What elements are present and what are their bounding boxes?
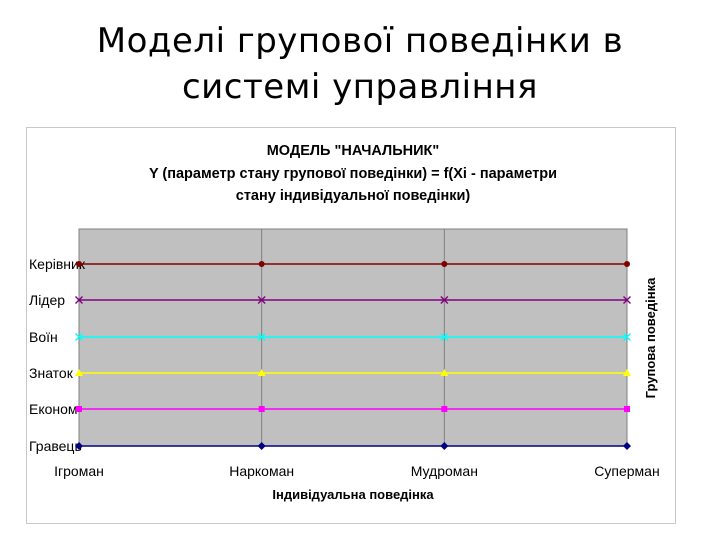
data-point (623, 442, 631, 450)
data-point (258, 406, 265, 412)
y-tick-label: Знаток (29, 365, 74, 381)
data-point (75, 333, 83, 341)
chart-svg: МОДЕЛЬ "НАЧАЛЬНИК" Y (параметр стану груп… (29, 143, 660, 502)
x-tick-label: Наркоман (229, 463, 294, 479)
chart-frame: МОДЕЛЬ "НАЧАЛЬНИК" Y (параметр стану груп… (26, 127, 676, 524)
y-tick-label: Лідер (29, 292, 65, 308)
data-point (624, 261, 630, 267)
y-tick-label: Керівник (29, 256, 86, 272)
slide-title-line-1: Моделі групової поведінки в (96, 21, 624, 61)
data-point (623, 369, 631, 376)
data-point (257, 442, 266, 450)
x-axis-label: Індивідуальна поведінка (272, 487, 434, 502)
data-point (258, 261, 265, 267)
y-tick-label: Гравець (29, 438, 82, 454)
data-point (75, 369, 83, 376)
y-axis-label: Групова поведінка (643, 277, 658, 398)
data-point (623, 333, 631, 341)
chart-title-line-1: МОДЕЛЬ "НАЧАЛЬНИК" (267, 143, 440, 159)
data-point (441, 406, 448, 412)
data-point (257, 296, 266, 304)
y-tick-label: Економ (29, 401, 78, 417)
data-point (440, 369, 449, 376)
data-point (624, 406, 630, 412)
chart-title-line-2: Y (параметр стану групової поведінки) = … (149, 166, 557, 182)
chart-title-line-3: стану індивідуальної поведінки) (236, 188, 471, 204)
x-tick-label: Суперман (594, 463, 659, 479)
data-point (623, 296, 631, 304)
data-point (440, 442, 449, 450)
data-point (75, 442, 83, 450)
data-point (257, 369, 266, 376)
data-point (441, 261, 448, 267)
y-tick-label: Воїн (29, 329, 58, 345)
data-point (75, 296, 83, 304)
x-tick-label: Ігроман (54, 463, 104, 479)
data-point (440, 296, 449, 304)
slide-title-line-2: системі управління (181, 67, 538, 107)
x-tick-label: Мудроман (411, 463, 478, 479)
data-point (76, 261, 82, 267)
slide-title: Моделі групової поведінки в системі упра… (0, 18, 720, 110)
data-point (257, 333, 266, 341)
data-point (76, 406, 82, 412)
data-point (440, 333, 449, 341)
